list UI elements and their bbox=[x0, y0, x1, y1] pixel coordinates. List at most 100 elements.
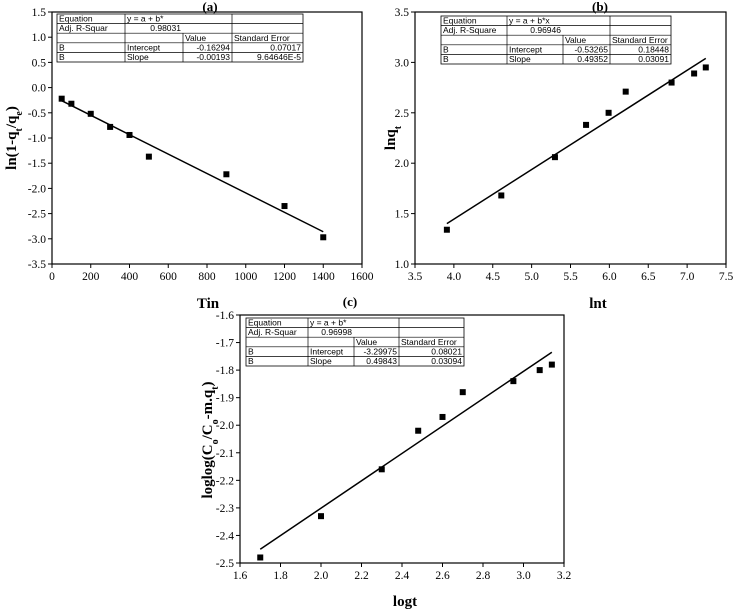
panel-c-data-point bbox=[415, 427, 422, 434]
panel-a-fit-line bbox=[61, 100, 324, 233]
panel-c-x-tick-label: 2.6 bbox=[435, 570, 450, 582]
panel-a-table-equation-label: Equation bbox=[59, 14, 93, 24]
panel-b-x-tick-label: 5.0 bbox=[524, 271, 539, 283]
panel-c-table-border bbox=[245, 317, 465, 367]
panel-b-table-border bbox=[440, 15, 672, 65]
panel-b-x-tick-label: 4.5 bbox=[486, 271, 501, 283]
panel-c-table-row-value: -3.29975 bbox=[363, 346, 397, 356]
panel-b-table-equation: y = a + b*x bbox=[509, 16, 550, 26]
panel-c-table-equation-label: Equation bbox=[248, 318, 282, 328]
panel-a-x-tick-label: 0 bbox=[49, 271, 55, 283]
panel-b-fit-line bbox=[446, 57, 707, 225]
panel-b-x-tick-label: 7.5 bbox=[719, 271, 734, 283]
panel-b-table-row-value: 0.49352 bbox=[577, 54, 608, 64]
panel-a-table-row-se: 0.07017 bbox=[270, 42, 301, 52]
panel-c-table-row-param: Intercept bbox=[310, 346, 344, 356]
panel-b-table-row-b: B bbox=[443, 44, 449, 54]
panel-b-y-tick-label: 1.0 bbox=[395, 259, 410, 271]
panel-a-data-point bbox=[320, 234, 327, 241]
panel-a-data-point bbox=[58, 95, 65, 102]
panel-a-x-tick-label: 200 bbox=[82, 271, 100, 283]
panel-a-y-tick-label: -3.0 bbox=[28, 234, 46, 246]
panel-a-x-tick-label: 1000 bbox=[234, 271, 257, 283]
panel-c-y-tick-label: -2.2 bbox=[216, 475, 234, 487]
panel-c-y-tick-label: -1.8 bbox=[216, 365, 234, 377]
panel-c-y-tick-label: -1.6 bbox=[216, 310, 234, 322]
panel-c-table-header-se: Standard Error bbox=[401, 337, 457, 347]
panel-b-table-row-se: 0.03091 bbox=[638, 54, 669, 64]
panel-a-table-row-param: Slope bbox=[127, 52, 149, 62]
panel-b-table-row-se: 0.18448 bbox=[638, 44, 669, 54]
panel-a-y-tick-label: -2.5 bbox=[28, 209, 46, 221]
panel-a-table-row-value: -0.00193 bbox=[196, 52, 230, 62]
panel-a-table-row-se: 9.64646E-5 bbox=[257, 52, 301, 62]
panel-b-data-point bbox=[583, 121, 590, 128]
panel-a-data-point bbox=[107, 123, 114, 130]
panel-a-fit-table: Equation y = a + b* Adj. R-Squar 0.98031 Val… bbox=[56, 13, 304, 63]
panel-b-table-r2-value: 0.96946 bbox=[530, 25, 561, 35]
panel-c-data-point bbox=[257, 554, 264, 561]
panel-c-fit-table: Equation y = a + b* Adj. R-Squar 0.96998 Val… bbox=[245, 317, 465, 367]
panel-c-y-axis-title: loglog(Co/Co-m.qt) bbox=[200, 381, 221, 498]
panel-a-data-point bbox=[87, 110, 94, 117]
panel-a-y-tick-label: -3.5 bbox=[28, 259, 46, 271]
panel-b-data-point bbox=[622, 88, 629, 95]
panel-a-data-point bbox=[145, 153, 152, 160]
panel-c-label: (c) bbox=[343, 294, 357, 309]
panel-b-y-axis-title: lnqt bbox=[383, 125, 404, 150]
panel-b-x-tick-label: 7.0 bbox=[680, 271, 695, 283]
panel-a-data-point bbox=[281, 203, 288, 210]
panel-a-table-equation: y = a + b* bbox=[127, 14, 164, 24]
panel-a-x-tick-label: 600 bbox=[160, 271, 178, 283]
panel-c-y-tick-label: -1.9 bbox=[216, 393, 234, 405]
panel-c-x-tick-label: 2.8 bbox=[476, 570, 491, 582]
panel-c-table-header-value: Value bbox=[356, 337, 377, 347]
panel-a-data-point bbox=[126, 131, 133, 138]
panel-b-fit-table: Equation y = a + b*x Adj. R-Square 0.96946 V… bbox=[440, 15, 672, 65]
panel-b-table-equation-label: Equation bbox=[443, 16, 477, 26]
panel-a-y-tick-label: 1.0 bbox=[32, 32, 47, 44]
panel-c-data-point bbox=[439, 413, 446, 420]
panel-c: (c) loglog(Co/Co-m.qt) logt 1.6 1.8 2.0 2.2… bbox=[200, 294, 571, 610]
panel-b-label: (b) bbox=[592, 0, 608, 14]
panel-a-table-row-value: -0.16294 bbox=[196, 42, 230, 52]
panel-c-data-point bbox=[510, 378, 517, 385]
panel-b-x-tick-label: 5.5 bbox=[563, 271, 578, 283]
panel-b-x-tick-label: 3.5 bbox=[408, 271, 423, 283]
panel-a-table-row-b: B bbox=[59, 42, 65, 52]
panel-a-y-tick-label: 0.5 bbox=[32, 57, 47, 69]
panel-c-x-tick-label: 3.0 bbox=[516, 570, 531, 582]
panel-c-table-row-value: 0.49843 bbox=[366, 356, 397, 366]
panel-c-table-row-b: B bbox=[248, 356, 254, 366]
panel-b-data-point bbox=[605, 109, 612, 116]
panel-a-y-tick-label: 1.5 bbox=[32, 7, 47, 19]
panel-a-x-tick-label: 1200 bbox=[273, 271, 296, 283]
panel-b-data-point bbox=[551, 154, 558, 161]
panel-a-table-r2-value: 0.98031 bbox=[150, 23, 181, 33]
panel-a-y-tick-label: -2.0 bbox=[28, 183, 46, 195]
panel-a-table-header-value: Value bbox=[185, 33, 206, 43]
panel-b-table-header-value: Value bbox=[565, 35, 586, 45]
panel-a-data-point bbox=[68, 100, 75, 107]
panel-b-data-point bbox=[498, 192, 505, 199]
panel-a-y-tick-label: -1.0 bbox=[28, 133, 46, 145]
panel-b-y-tick-label: 3.5 bbox=[395, 7, 410, 19]
panel-a-y-tick-label: -0.5 bbox=[28, 108, 46, 120]
panel-c-table-row-se: 0.03094 bbox=[431, 356, 462, 366]
panel-a-table-row-b: B bbox=[59, 52, 65, 62]
panel-b-table-row-b: B bbox=[443, 54, 449, 64]
panel-a-table-r2-label: Adj. R-Squar bbox=[59, 23, 108, 33]
panel-a-x-tick-label: 1400 bbox=[312, 271, 335, 283]
panel-c-data-point bbox=[548, 361, 555, 368]
panel-c-y-tick-label: -2.5 bbox=[216, 558, 234, 570]
panel-c-data-point bbox=[536, 367, 543, 374]
panel-a-y-axis-title: ln(1-qt/qe) bbox=[4, 106, 25, 170]
panel-b-data-point bbox=[668, 79, 675, 86]
panel-c-y-tick-label: -2.1 bbox=[216, 448, 234, 460]
panel-b: (b) lnqt lnt 3.5 4.0 4.5 5.0 5.5 6.0 6.5 7.0 7.5… bbox=[383, 0, 733, 312]
panel-c-table-row-param: Slope bbox=[310, 356, 332, 366]
panel-b-table-row-param: Intercept bbox=[509, 44, 543, 54]
panel-b-y-tick-label: 1.5 bbox=[395, 209, 410, 221]
panel-a-y-tick-label: -1.5 bbox=[28, 158, 46, 170]
panel-c-y-tick-label: -1.7 bbox=[216, 338, 234, 350]
